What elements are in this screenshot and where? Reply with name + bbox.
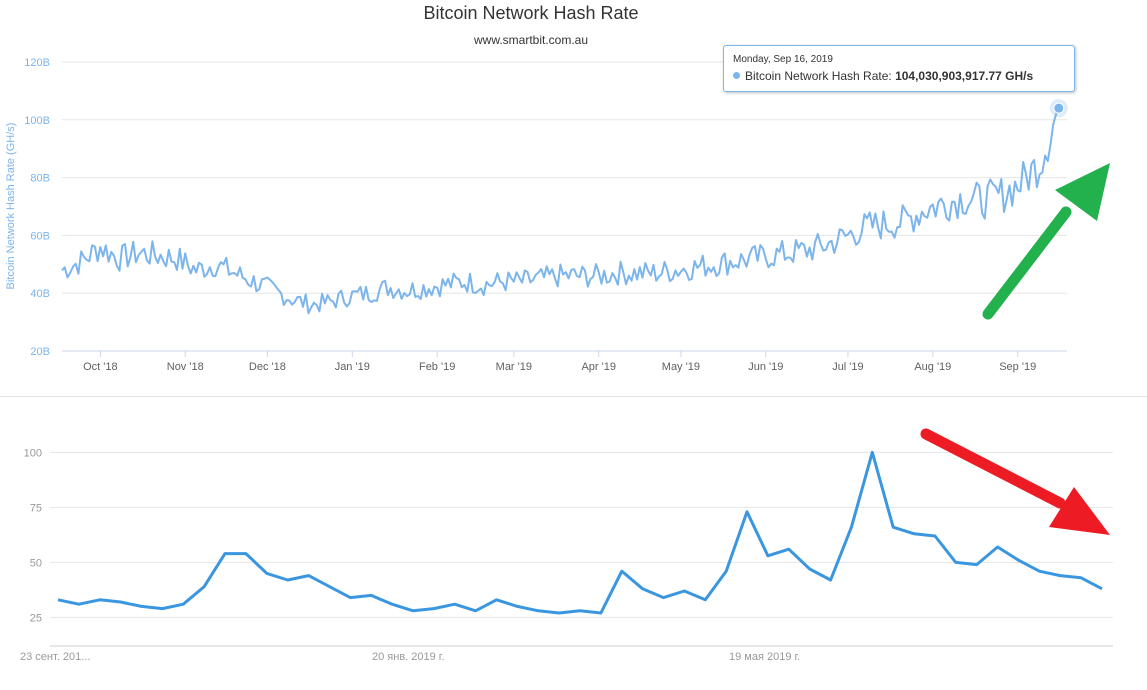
hash-rate-series-line[interactable]: [61, 107, 1060, 315]
y-tick-label: 100: [24, 447, 42, 459]
x-tick-label: May '19: [662, 361, 700, 373]
bottom-gridlines: [50, 451, 1113, 618]
x-tick-label: Sep '19: [999, 361, 1036, 373]
x-tick-label: 23 сент. 201...: [20, 651, 90, 663]
tooltip-series-label: Bitcoin Network Hash Rate:: [745, 69, 892, 83]
y-tick-label: 40B: [30, 288, 50, 300]
x-tick-label: Feb '19: [419, 361, 455, 373]
chart-divider: [0, 396, 1147, 397]
bottom-y-axis: 25 50 75 100: [24, 447, 42, 624]
x-tick-label: 19 мая 2019 г.: [729, 651, 800, 663]
tooltip-row: Bitcoin Network Hash Rate: 104,030,903,9…: [733, 69, 1033, 83]
y-tick-label: 120B: [24, 57, 50, 69]
chart-title: Bitcoin Network Hash Rate: [423, 3, 638, 23]
y-axis-title: Bitcoin Network Hash Rate (GH/s): [5, 123, 17, 290]
x-tick-label: Oct '18: [83, 361, 118, 373]
bottom-x-axis: 23 сент. 201... 20 янв. 2019 г. 19 мая 201…: [20, 651, 800, 663]
red-down-arrow: [920, 428, 1110, 535]
y-tick-label: 80B: [30, 173, 50, 185]
top-x-axis: Oct '18 Nov '18 Dec '18 Jan '19 Feb '19 Mar '…: [83, 351, 1036, 373]
hash-rate-chart: Bitcoin Network Hash Rate www.smartbit.c…: [5, 3, 1110, 373]
tooltip-value: 104,030,903,917.77 GH/s: [895, 69, 1034, 83]
hover-point-marker[interactable]: [1053, 102, 1065, 114]
y-tick-label: 100B: [24, 115, 50, 127]
y-tick-label: 75: [30, 502, 42, 514]
tooltip-date: Monday, Sep 16, 2019: [733, 54, 833, 65]
x-tick-label: Apr '19: [581, 361, 616, 373]
y-tick-label: 60B: [30, 230, 50, 242]
y-tick-label: 50: [30, 557, 42, 569]
green-up-arrow: [982, 163, 1110, 320]
interest-series-line[interactable]: [57, 450, 1103, 615]
series-dot-icon: [733, 72, 740, 80]
x-tick-label: Mar '19: [496, 361, 532, 373]
y-tick-label: 25: [30, 612, 42, 624]
x-tick-label: 20 янв. 2019 г.: [372, 651, 445, 663]
top-y-axis: 20B 40B 60B 80B 100B 120B: [24, 57, 50, 358]
tooltip: Monday, Sep 16, 2019 Bitcoin Network Has…: [723, 45, 1075, 92]
x-tick-label: Jan '19: [335, 361, 370, 373]
top-gridlines: [62, 61, 1067, 352]
chart-subtitle[interactable]: www.smartbit.com.au: [473, 33, 588, 47]
x-tick-label: Jun '19: [748, 361, 783, 373]
x-tick-label: Aug '19: [914, 361, 951, 373]
x-tick-label: Jul '19: [832, 361, 863, 373]
x-tick-label: Dec '18: [249, 361, 286, 373]
x-tick-label: Nov '18: [167, 361, 204, 373]
y-tick-label: 20B: [30, 346, 50, 358]
